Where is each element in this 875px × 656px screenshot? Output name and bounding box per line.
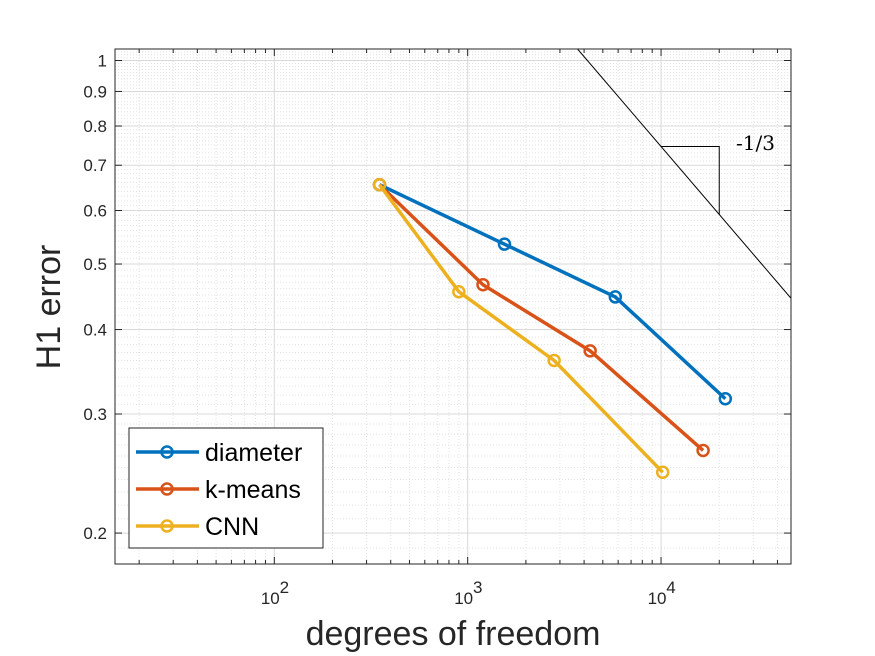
series-line-k-means [378, 183, 705, 452]
y-tick-label: 0.5 [83, 255, 107, 274]
y-tick-label: 0.2 [83, 524, 107, 543]
tick-marks [115, 49, 791, 564]
legend: diameter k-means CNN [128, 427, 324, 549]
x-tick-label: 10 [454, 589, 473, 608]
x-tick-exponent: 4 [666, 578, 675, 597]
y-tick-label: 0.3 [83, 405, 107, 424]
y-tick-labels: 0.2 0.3 0.4 0.5 0.6 0.7 0.8 0.9 1 [83, 52, 107, 544]
y-tick-label: 0.6 [83, 201, 107, 220]
data-point-k-means [696, 443, 710, 458]
y-axis-title: H1 error [30, 245, 68, 370]
reference-line [577, 49, 791, 299]
legend-marker-CNN [160, 519, 174, 533]
legend-label-k-means: k-means [205, 476, 301, 504]
legend-marker-k-means [160, 482, 174, 496]
series-lines [372, 177, 733, 480]
data-point-diameter [497, 237, 512, 251]
legend-marker-diameter [160, 445, 174, 459]
data-point-diameter [718, 392, 733, 406]
legend-label-diameter: diameter [205, 439, 302, 467]
y-tick-label: 0.7 [83, 156, 107, 175]
y-tick-label: 0.8 [83, 117, 107, 136]
x-axis-title: degrees of freedom [306, 615, 601, 653]
data-point-CNN [655, 465, 670, 480]
reference-slope [577, 49, 791, 299]
y-tick-label: 0.9 [83, 82, 107, 101]
y-tick-label: 0.4 [83, 321, 107, 340]
legend-label-CNN: CNN [205, 513, 259, 541]
x-tick-label: 10 [261, 589, 280, 608]
x-tick-exponent: 3 [473, 578, 482, 597]
data-point-k-means [476, 277, 490, 292]
data-point-diameter [608, 290, 623, 304]
data-point-CNN [372, 177, 387, 192]
series-line-CNN [378, 183, 664, 474]
series-line-diameter [378, 183, 727, 401]
slope-triangle [661, 145, 720, 215]
data-point-k-means [583, 344, 597, 358]
data-point-CNN [547, 353, 561, 368]
x-tick-label: 10 [648, 589, 667, 608]
slope-label: -1/3 [736, 131, 775, 155]
data-point-CNN [452, 284, 466, 299]
plot-frame [114, 48, 792, 565]
y-tick-label: 1 [98, 52, 107, 71]
x-tick-exponent: 2 [280, 578, 289, 597]
